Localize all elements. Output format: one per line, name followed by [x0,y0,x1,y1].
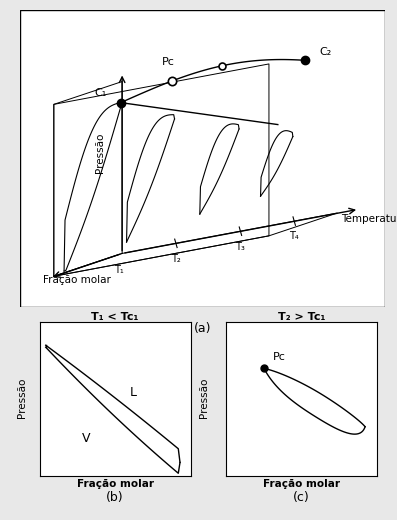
Text: C₂: C₂ [319,47,331,57]
Text: Pc: Pc [273,352,286,362]
Text: Pressão: Pressão [17,378,27,418]
Title: T₂ > Tc₁: T₂ > Tc₁ [278,311,326,322]
Text: T₁: T₁ [114,265,123,275]
Text: (b): (b) [106,491,124,504]
Text: Fração molar: Fração molar [43,275,111,284]
Title: T₁ < Tc₁: T₁ < Tc₁ [91,311,139,322]
Text: T₄: T₄ [289,231,299,241]
Text: Pc: Pc [162,58,175,68]
X-axis label: Fração molar: Fração molar [77,478,154,489]
Text: Pressão: Pressão [199,378,210,418]
Text: (a): (a) [194,321,211,335]
Text: V: V [82,432,91,445]
FancyBboxPatch shape [20,10,385,307]
Text: C₁: C₁ [94,88,107,98]
Text: Pressão: Pressão [95,133,105,173]
X-axis label: Fração molar: Fração molar [263,478,340,489]
Text: T₃: T₃ [235,242,245,252]
Text: (c): (c) [293,491,310,504]
Text: T₂: T₂ [171,254,181,264]
Text: Temperatura: Temperatura [341,214,397,224]
Text: L: L [130,386,137,399]
